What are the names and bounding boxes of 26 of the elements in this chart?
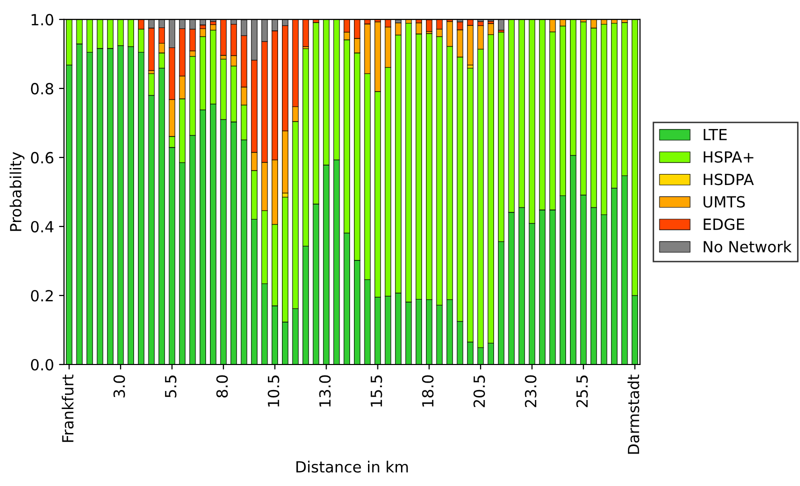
x-tick-label: 23.0 (524, 375, 536, 408)
legend-label: HSPA+ (704, 151, 754, 163)
legend-label: LTE (704, 128, 727, 140)
x-tick-label: 13.0 (319, 375, 331, 407)
y-tick-label: 0.8 (30, 82, 54, 94)
x-tick-label: 5.5 (165, 376, 176, 398)
x-axis-title: Distance in km (296, 460, 408, 473)
y-axis-title: Probability (10, 152, 24, 231)
y-tick-label: 1.0 (32, 14, 54, 26)
x-tick-label: 8.0 (216, 375, 228, 398)
x-tick-label: Frankfurt (62, 374, 74, 442)
legend-label: UMTS (704, 196, 745, 208)
x-tick-label: Darmstadt (627, 374, 640, 454)
x-tick-label: 25.5 (576, 376, 588, 408)
x-tick-label: 18.0 (422, 375, 434, 407)
x-tick-label: 10.5 (268, 376, 280, 407)
x-tick-label: 20.5 (473, 376, 486, 408)
y-tick-label: 0.6 (30, 152, 54, 164)
y-tick-label: 0.0 (30, 358, 54, 371)
x-tick-label: 15.5 (370, 376, 382, 407)
legend-label: HSDPA (704, 174, 754, 186)
legend-label: EDGE (704, 218, 744, 230)
x-tick-label: 3.0 (113, 375, 126, 398)
legend-label: No Network (704, 240, 792, 252)
y-tick-label: 0.4 (30, 220, 54, 232)
y-tick-label: 0.2 (30, 290, 53, 302)
